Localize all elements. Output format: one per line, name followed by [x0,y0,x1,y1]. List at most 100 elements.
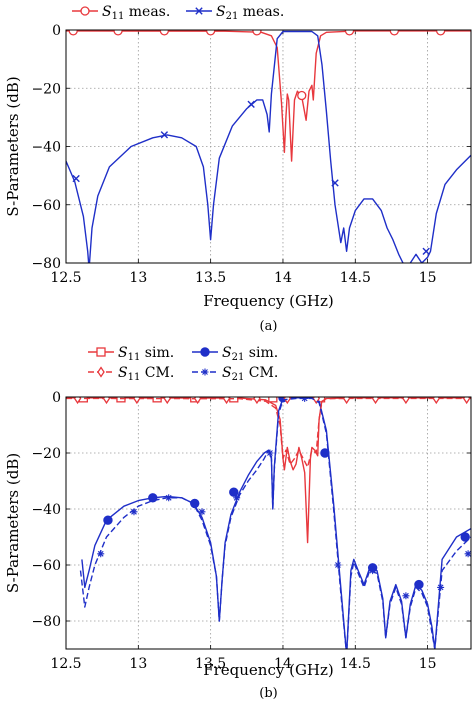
data-marker-b-3-11 [464,550,471,558]
series-b-0 [66,397,471,544]
legend-label-b-2: S11 CM. [118,365,174,383]
tick-label-x-b-0: 12.5 [50,656,81,672]
data-marker-b-3-0 [97,550,105,558]
data-marker-a-0-2 [159,30,170,36]
data-marker-b-0-2 [152,397,162,403]
legend-label-b-0: S11 sim. [118,345,174,363]
legend-label-b-3: S21 CM. [222,365,278,383]
data-marker-a-0-5 [297,90,307,101]
data-marker-a-0-4 [252,30,262,36]
series-b-2 [66,397,471,468]
tick-label-y-b-1: −20 [31,446,61,462]
tick-label-x-b-5: 15 [419,656,437,672]
data-marker-b-2-1 [102,397,111,405]
legend-marker-a-0 [80,6,90,16]
data-marker-b-3-8 [369,567,377,575]
tick-label-x-b-3: 14 [274,656,292,672]
data-marker-b-1-3 [229,487,239,497]
data-marker-b-2-2 [133,397,141,405]
data-marker-a-1-2 [247,100,255,108]
legend-marker-b-3 [201,368,209,376]
data-marker-b-3-1 [130,508,138,516]
tick-label-x-a-3: 14 [274,270,292,286]
tick-label-y-b-4: −80 [31,614,61,630]
panel-caption-b: (b) [259,686,277,700]
data-marker-b-0-4 [229,397,239,403]
data-marker-b-1-5 [320,448,330,458]
data-marker-b-3-2 [165,494,173,502]
data-marker-b-1-8 [460,532,470,542]
data-marker-b-2-3 [163,397,172,405]
data-marker-b-2-8 [312,397,321,405]
legend-marker-b-1 [200,347,210,357]
data-marker-a-1-1 [160,131,169,139]
tick-label-y-a-4: −80 [31,256,61,272]
data-marker-b-1-0 [103,515,113,525]
data-marker-b-2-12 [432,397,441,405]
data-marker-b-2-4 [193,397,202,405]
data-marker-a-0-7 [389,30,399,36]
data-marker-b-2-9 [342,397,351,405]
data-marker-b-2-13 [462,397,471,405]
data-marker-b-3-9 [402,592,410,600]
data-marker-b-1-7 [414,579,424,590]
data-marker-a-0-8 [435,30,446,36]
tick-label-x-b-2: 13.5 [195,656,226,672]
tick-label-y-a-0: 0 [52,23,61,39]
tick-label-x-a-5: 15 [419,270,437,286]
x-axis-label-a: Frequency (GHz) [203,292,334,310]
data-marker-b-3-5 [266,449,274,457]
data-marker-b-3-7 [334,561,342,569]
panel-caption-a: (a) [260,319,278,334]
series-line-b-0 [66,397,471,544]
tick-label-x-b-1: 13 [129,656,147,672]
legend-marker-a-1 [195,7,203,15]
data-marker-b-3-3 [198,508,206,516]
data-marker-a-0-3 [205,30,216,36]
legend-marker-b-2 [97,366,105,378]
data-marker-a-1-0 [72,174,80,183]
data-marker-b-3-10 [437,583,445,591]
data-marker-a-0-0 [68,30,78,36]
series-line-a-0 [66,30,471,162]
data-marker-b-3-4 [233,494,241,502]
tick-label-x-a-4: 14.5 [340,270,371,286]
data-marker-b-2-5 [222,397,231,405]
tick-label-y-b-3: −60 [31,558,61,574]
data-marker-b-2-11 [402,397,410,405]
data-marker-b-0-5 [268,397,278,403]
tick-label-x-a-0: 12.5 [50,270,81,286]
legend-label-a-0: S11 meas. [102,4,170,22]
tick-label-y-b-2: −40 [31,502,61,518]
legend-label-a-1: S21 meas. [216,4,284,22]
data-marker-b-2-0 [73,397,82,405]
tick-label-y-a-2: −40 [31,140,61,156]
series-line-b-2 [66,397,471,468]
data-marker-b-3-6 [301,397,309,402]
tick-label-y-a-3: −60 [31,198,61,214]
tick-label-x-a-2: 13.5 [195,270,226,286]
series-line-a-1 [66,30,471,263]
data-marker-b-2-6 [253,397,261,405]
data-marker-a-0-1 [113,30,123,36]
tick-label-y-a-1: −20 [31,81,61,97]
data-marker-a-0-6 [344,30,355,36]
plot-frame-b [65,396,472,650]
tick-label-y-b-0: 0 [52,390,61,406]
series-a-0 [66,30,471,162]
series-line-b-3 [79,397,471,649]
data-marker-b-2-10 [371,397,380,405]
data-marker-a-1-3 [331,179,339,187]
legend-marker-b-0 [96,347,106,357]
y-axis-label-a: S-Parameters (dB) [4,76,22,216]
series-a-1 [66,30,471,263]
data-marker-a-1-4 [422,247,430,256]
legend-label-b-1: S21 sim. [222,345,278,363]
series-b-3 [79,397,471,649]
x-axis-label-b: Frequency (GHz) [203,661,334,679]
tick-label-x-b-4: 14.5 [340,656,371,672]
plot-frame-a [65,29,472,264]
tick-label-x-a-1: 13 [129,270,147,286]
